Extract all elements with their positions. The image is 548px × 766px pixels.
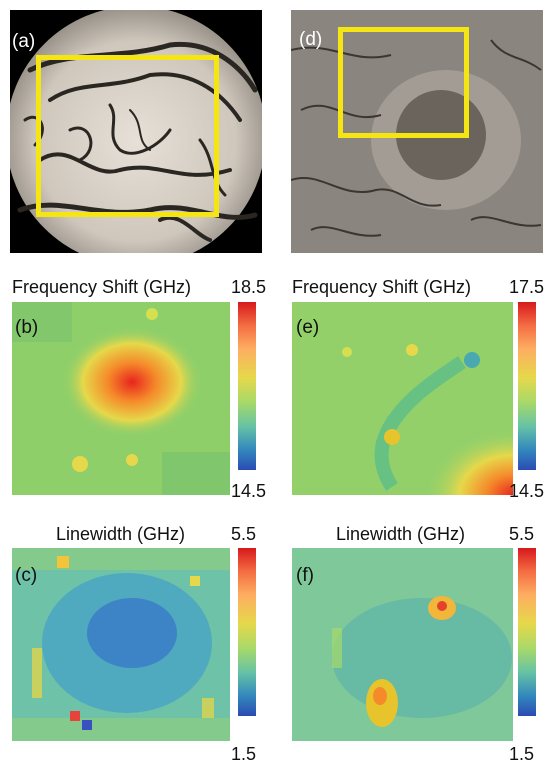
panel-f-colorbar-max: 5.5 bbox=[509, 524, 535, 544]
panel-label-a: (a) bbox=[12, 31, 36, 52]
panel-d-micrograph: (d) bbox=[291, 10, 543, 253]
panel-c-title: Linewidth (GHz) bbox=[56, 524, 186, 544]
panel-b-colorbar-min: 14.5 bbox=[231, 481, 267, 501]
panel-e-heatmap: (e) bbox=[292, 302, 513, 495]
panel-label-c: (c) bbox=[15, 565, 38, 586]
panel-c-heatmap: (c) bbox=[12, 548, 230, 741]
panel-b-heatmap: (b) bbox=[12, 302, 230, 495]
panel-c-colorbar bbox=[238, 548, 256, 716]
panel-e-colorbar bbox=[518, 302, 536, 470]
heatmap-c bbox=[12, 548, 230, 741]
panel-f-heatmap: (f) bbox=[292, 548, 513, 741]
panel-label-f: (f) bbox=[296, 565, 314, 586]
panel-b-title: Frequency Shift (GHz) bbox=[12, 277, 192, 297]
panel-f-colorbar-min: 1.5 bbox=[509, 744, 535, 764]
highlight-box-a bbox=[36, 55, 219, 217]
panel-e-title: Frequency Shift (GHz) bbox=[292, 277, 472, 297]
panel-a-micrograph: (a) bbox=[10, 10, 262, 253]
heatmap-e bbox=[292, 302, 513, 495]
panel-label-b: (b) bbox=[15, 317, 39, 338]
panel-f-title: Linewidth (GHz) bbox=[336, 524, 466, 544]
heatmap-b bbox=[12, 302, 230, 495]
panel-c-colorbar-min: 1.5 bbox=[231, 744, 257, 764]
panel-c-colorbar-max: 5.5 bbox=[231, 524, 257, 544]
panel-f-colorbar bbox=[518, 548, 536, 716]
highlight-box-d bbox=[338, 27, 469, 138]
panel-b-colorbar-max: 18.5 bbox=[231, 277, 267, 297]
micrograph-a-image bbox=[10, 10, 262, 253]
panel-e-colorbar-max: 17.5 bbox=[509, 277, 545, 297]
panel-b-colorbar bbox=[238, 302, 256, 470]
panel-e-colorbar-min: 14.5 bbox=[509, 481, 545, 501]
panel-label-e: (e) bbox=[296, 317, 320, 338]
heatmap-f bbox=[292, 548, 513, 741]
panel-label-d: (d) bbox=[299, 29, 323, 50]
